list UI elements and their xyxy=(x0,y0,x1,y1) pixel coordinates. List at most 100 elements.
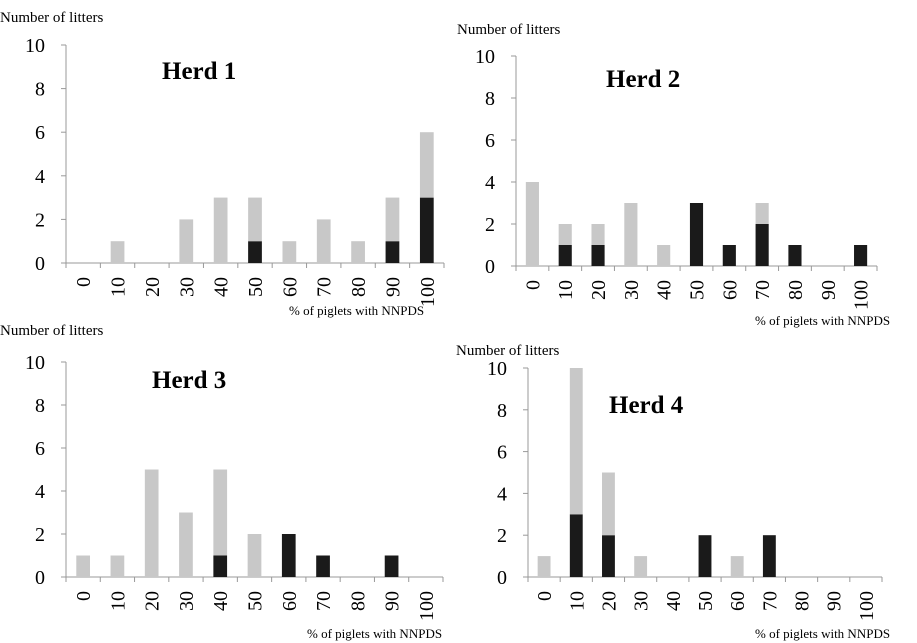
bar-dark xyxy=(558,245,572,266)
bar-dark xyxy=(569,514,583,577)
y-tick-label: 0 xyxy=(35,567,45,589)
y-tick-label: 8 xyxy=(35,79,45,101)
x-axis-title: % of piglets with NNPDS xyxy=(755,313,891,328)
bar-light xyxy=(247,534,262,577)
x-tick-label: 60 xyxy=(727,591,749,611)
x-tick-label: 60 xyxy=(719,280,741,300)
bar-light xyxy=(76,555,90,577)
bar-light xyxy=(624,203,638,266)
x-tick-label: 80 xyxy=(785,280,807,300)
y-tick-label: 6 xyxy=(497,442,507,464)
y-tick-label: 2 xyxy=(485,214,495,236)
bar-dark xyxy=(385,241,400,263)
bar-light xyxy=(110,555,125,577)
bar-light xyxy=(316,219,331,263)
x-tick-label: 40 xyxy=(663,591,685,611)
bar-dark xyxy=(689,203,704,266)
x-tick-label: 70 xyxy=(313,591,335,611)
bar-dark xyxy=(384,555,399,577)
bar-dark xyxy=(316,555,330,577)
x-tick-label: 100 xyxy=(417,277,439,307)
y-tick-label: 4 xyxy=(485,172,495,194)
x-tick-label: 10 xyxy=(555,280,577,300)
y-axis-title: Number of litters xyxy=(457,22,561,38)
x-tick-label: 30 xyxy=(621,280,643,300)
x-axis-title: % of piglets with NNPDS xyxy=(289,303,425,318)
x-tick-label: 100 xyxy=(851,280,873,310)
bar-dark xyxy=(762,535,776,577)
bar-light xyxy=(144,469,159,577)
x-tick-label: 0 xyxy=(534,591,556,601)
y-axis-title: Number of litters xyxy=(456,343,560,359)
x-tick-label: 30 xyxy=(176,591,198,611)
x-tick-label: 70 xyxy=(759,591,781,611)
x-tick-label: 20 xyxy=(142,591,164,611)
y-tick-label: 8 xyxy=(35,395,45,417)
bar-light xyxy=(213,197,228,263)
x-tick-label: 10 xyxy=(107,591,129,611)
bar-light xyxy=(525,182,539,266)
chart-panel-herd-2: Number of litters Herd 2 % of piglets wi… xyxy=(457,0,917,328)
x-tick-label: 90 xyxy=(818,280,840,300)
x-tick-label: 90 xyxy=(382,277,404,297)
y-tick-label: 0 xyxy=(35,253,45,275)
bar-light xyxy=(537,556,551,577)
x-tick-label: 50 xyxy=(245,277,267,297)
x-axis-title: % of piglets with NNPDS xyxy=(755,626,891,641)
bar-dark xyxy=(248,241,262,263)
bar-light xyxy=(657,245,671,266)
x-tick-label: 40 xyxy=(654,280,676,300)
bar-light xyxy=(634,556,648,577)
y-tick-label: 10 xyxy=(487,358,507,380)
bar-light xyxy=(419,132,434,198)
x-tick-label: 60 xyxy=(279,591,301,611)
bar-dark xyxy=(281,534,296,577)
x-tick-label: 80 xyxy=(792,591,814,611)
bar-light xyxy=(282,241,297,263)
chart-panel-herd-4: Number of litters Herd 4 % of piglets wi… xyxy=(456,322,917,643)
x-tick-label: 50 xyxy=(245,591,267,611)
chart-title: Herd 3 xyxy=(152,367,227,394)
bar-light xyxy=(110,241,125,263)
y-tick-label: 6 xyxy=(35,122,45,144)
x-axis-title: % of piglets with NNPDS xyxy=(307,626,443,641)
y-tick-label: 2 xyxy=(35,524,45,546)
x-tick-label: 80 xyxy=(347,591,369,611)
bar-light xyxy=(730,556,744,577)
x-tick-label: 90 xyxy=(382,591,404,611)
y-tick-label: 6 xyxy=(35,438,45,460)
y-tick-label: 0 xyxy=(497,567,507,589)
y-tick-label: 8 xyxy=(497,400,507,422)
y-tick-label: 10 xyxy=(25,352,45,374)
x-tick-label: 20 xyxy=(588,280,610,300)
x-tick-label: 100 xyxy=(416,591,438,621)
bar-light xyxy=(179,219,194,263)
x-tick-label: 0 xyxy=(73,591,95,601)
x-tick-label: 100 xyxy=(856,591,878,621)
y-tick-label: 4 xyxy=(497,483,507,505)
bar-dark xyxy=(213,555,228,577)
y-tick-label: 8 xyxy=(485,88,495,110)
bar-dark xyxy=(788,245,802,266)
y-tick-label: 0 xyxy=(485,256,495,278)
x-tick-label: 0 xyxy=(73,277,95,287)
chart-panel-herd-3: Number of litters Herd 3 % of piglets wi… xyxy=(0,322,458,643)
x-tick-label: 90 xyxy=(824,591,846,611)
bar-dark xyxy=(755,224,769,266)
y-tick-label: 6 xyxy=(485,130,495,152)
y-tick-label: 2 xyxy=(497,525,507,547)
bar-light xyxy=(569,368,583,515)
y-axis-title: Number of litters xyxy=(0,10,104,26)
x-tick-label: 30 xyxy=(631,591,653,611)
bar-light xyxy=(385,197,400,242)
y-tick-label: 4 xyxy=(35,481,45,503)
chart-title: Herd 1 xyxy=(162,58,237,85)
y-tick-label: 10 xyxy=(475,46,495,68)
y-tick-label: 4 xyxy=(35,166,45,188)
bar-light xyxy=(755,203,769,224)
chart-panel-herd-1: Number of litters Herd 1 % of piglets wi… xyxy=(0,0,458,322)
x-tick-label: 30 xyxy=(176,277,198,297)
